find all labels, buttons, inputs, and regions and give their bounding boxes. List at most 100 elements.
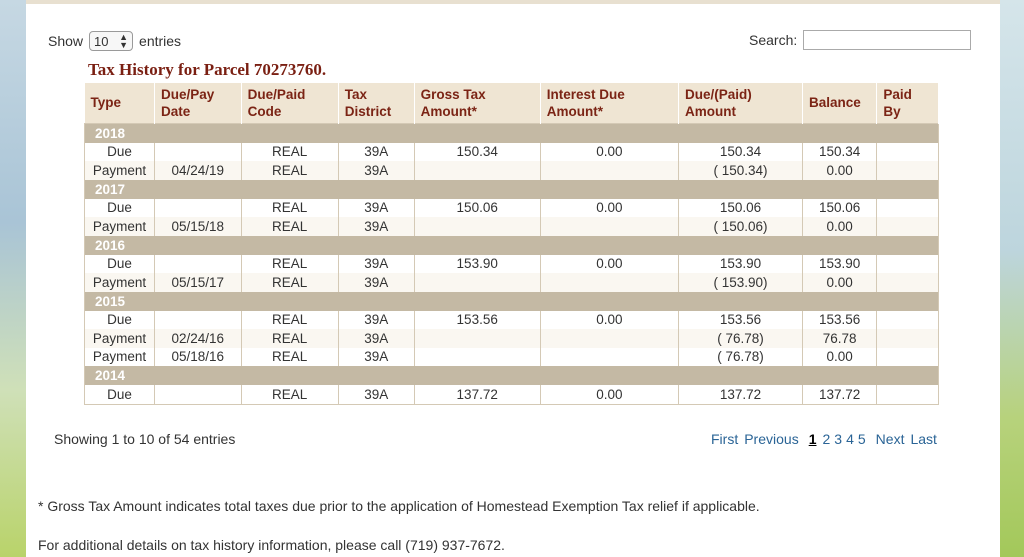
cell-gross-tax xyxy=(414,161,541,180)
col-header-gross-tax[interactable]: Gross Tax Amount* xyxy=(414,83,541,123)
cell-code: REAL xyxy=(241,329,339,348)
col-header-due-paid-code[interactable]: Due/Paid Code xyxy=(241,83,339,123)
cell-due-paid-amount: 153.90 xyxy=(678,254,803,273)
cell-paid-by xyxy=(876,254,939,273)
cell-interest-due: 0.00 xyxy=(540,254,680,273)
table-row: Due REAL 39A 150.06 0.00 150.06 150.06 xyxy=(84,198,939,217)
pager-last[interactable]: Last xyxy=(910,431,937,447)
cell-gross-tax xyxy=(414,217,541,236)
cell-code: REAL xyxy=(241,310,339,329)
cell-code: REAL xyxy=(241,385,339,404)
cell-tax-district: 39A xyxy=(338,198,415,217)
top-border xyxy=(26,0,1000,4)
cell-gross-tax: 150.06 xyxy=(414,198,541,217)
cell-type: Payment xyxy=(84,273,155,292)
pager-page-5[interactable]: 5 xyxy=(857,431,866,447)
cell-type: Due xyxy=(84,310,155,329)
cell-due-pay-date xyxy=(154,254,242,273)
cell-type: Due xyxy=(84,385,155,404)
pager-previous[interactable]: Previous xyxy=(744,431,799,447)
table-row: Payment 05/18/16 REAL 39A ( 76.78) 0.00 xyxy=(84,347,939,366)
entries-select-value: 10 xyxy=(94,33,109,49)
cell-code: REAL xyxy=(241,217,339,236)
entries-label: entries xyxy=(139,33,182,49)
year-label: 2015 xyxy=(84,291,939,311)
cell-gross-tax: 153.56 xyxy=(414,310,541,329)
cell-type: Due xyxy=(84,254,155,273)
background-right xyxy=(1000,0,1024,557)
cell-balance: 153.90 xyxy=(802,254,878,273)
background-left xyxy=(0,0,26,557)
cell-balance: 0.00 xyxy=(802,161,878,180)
pager-page-2[interactable]: 2 xyxy=(822,431,831,447)
cell-gross-tax xyxy=(414,329,541,348)
cell-tax-district: 39A xyxy=(338,273,415,292)
col-header-due-paid-amount[interactable]: Due/(Paid) Amount xyxy=(678,83,803,123)
cell-balance: 0.00 xyxy=(802,217,878,236)
cell-code: REAL xyxy=(241,142,339,161)
cell-gross-tax: 153.90 xyxy=(414,254,541,273)
cell-interest-due: 0.00 xyxy=(540,198,680,217)
cell-balance: 0.00 xyxy=(802,273,878,292)
cell-paid-by xyxy=(876,329,939,348)
cell-gross-tax xyxy=(414,273,541,292)
cell-due-paid-amount: 150.06 xyxy=(678,198,803,217)
tax-history-table: Type Due/Pay Date Due/Paid Code Tax Dist… xyxy=(84,83,939,405)
search-control: Search: xyxy=(749,30,972,50)
cell-due-paid-amount: ( 150.34) xyxy=(678,161,803,180)
cell-type: Due xyxy=(84,142,155,161)
gross-tax-footnote: * Gross Tax Amount indicates total taxes… xyxy=(38,498,760,514)
cell-balance: 150.06 xyxy=(802,198,878,217)
cell-paid-by xyxy=(876,142,939,161)
cell-tax-district: 39A xyxy=(338,254,415,273)
cell-tax-district: 39A xyxy=(338,347,415,366)
pager-next[interactable]: Next xyxy=(875,431,905,447)
cell-code: REAL xyxy=(241,198,339,217)
table-row: Due REAL 39A 150.34 0.00 150.34 150.34 xyxy=(84,142,939,161)
table-row: Payment 02/24/16 REAL 39A ( 76.78) 76.78 xyxy=(84,329,939,348)
table-row: Payment 04/24/19 REAL 39A ( 150.34) 0.00 xyxy=(84,161,939,180)
pager-page-4[interactable]: 4 xyxy=(846,431,854,447)
col-header-balance[interactable]: Balance xyxy=(802,83,878,123)
cell-interest-due: 0.00 xyxy=(540,385,680,404)
cell-type: Due xyxy=(84,198,155,217)
table-info: Showing 1 to 10 of 54 entries xyxy=(54,431,236,447)
col-header-paid-by[interactable]: Paid By xyxy=(876,83,939,123)
col-header-tax-district[interactable]: Tax District xyxy=(338,83,415,123)
cell-interest-due xyxy=(540,273,680,292)
cell-due-paid-amount: ( 76.78) xyxy=(678,347,803,366)
cell-code: REAL xyxy=(241,347,339,366)
col-header-interest-due[interactable]: Interest Due Amount* xyxy=(540,83,680,123)
cell-paid-by xyxy=(876,217,939,236)
pager-page-3[interactable]: 3 xyxy=(834,431,843,447)
table-row: Due REAL 39A 137.72 0.00 137.72 137.72 xyxy=(84,385,939,404)
year-label: 2014 xyxy=(84,366,939,385)
cell-paid-by xyxy=(876,161,939,180)
entries-select[interactable]: 10 ▲ ▼ xyxy=(89,31,134,51)
cell-due-paid-amount: ( 153.90) xyxy=(678,273,803,292)
content-panel: Show 10 ▲ ▼ entries Search: Tax History f… xyxy=(26,4,1000,557)
cell-balance: 0.00 xyxy=(802,347,878,366)
search-label: Search: xyxy=(749,32,798,48)
cell-interest-due xyxy=(540,161,680,180)
cell-due-pay-date: 05/18/16 xyxy=(154,347,242,366)
cell-interest-due: 0.00 xyxy=(540,310,680,329)
pager-page-1[interactable]: 1 xyxy=(808,431,817,447)
col-header-type[interactable]: Type xyxy=(84,83,155,123)
year-group-row: 2018 xyxy=(84,123,939,143)
cell-gross-tax: 150.34 xyxy=(414,142,541,161)
year-group-row: 2016 xyxy=(84,235,939,255)
col-header-due-pay-date[interactable]: Due/Pay Date xyxy=(154,83,242,123)
pager-first[interactable]: First xyxy=(711,431,739,447)
cell-due-pay-date xyxy=(154,198,242,217)
cell-tax-district: 39A xyxy=(338,329,415,348)
cell-due-paid-amount: 153.56 xyxy=(678,310,803,329)
cell-balance: 153.56 xyxy=(802,310,878,329)
cell-due-pay-date: 05/15/18 xyxy=(154,217,242,236)
cell-due-paid-amount: 137.72 xyxy=(678,385,803,404)
entries-control: Show 10 ▲ ▼ entries xyxy=(48,31,181,51)
cell-paid-by xyxy=(876,273,939,292)
cell-code: REAL xyxy=(241,254,339,273)
search-input[interactable] xyxy=(803,30,972,50)
cell-due-pay-date: 04/24/19 xyxy=(154,161,242,180)
